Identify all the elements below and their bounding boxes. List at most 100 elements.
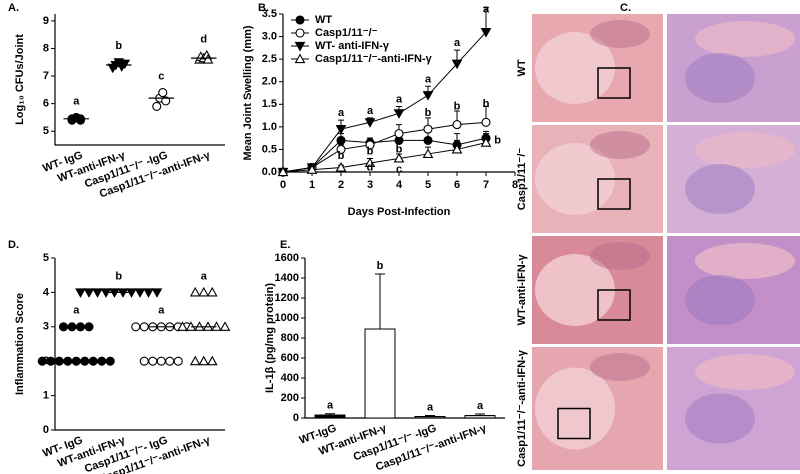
marker (294, 41, 306, 52)
marker (75, 322, 86, 332)
marker (480, 27, 492, 38)
marker (173, 356, 183, 366)
zoom-box (597, 67, 631, 99)
significance-letter: a (73, 305, 80, 317)
significance-letter: d (200, 33, 207, 45)
marker (481, 117, 491, 127)
y-tick-label: 2.0 (262, 76, 277, 88)
marker (335, 161, 347, 172)
y-tick-label: 1200 (275, 292, 299, 304)
significance-letter: a (483, 3, 490, 15)
significance-letter: b (338, 150, 345, 162)
y-tick-label: 5 (43, 252, 49, 264)
significance-letter: a (454, 37, 461, 49)
marker (75, 288, 86, 298)
marker (156, 356, 166, 366)
tissue (695, 132, 795, 168)
tissue (590, 20, 650, 48)
bar (364, 328, 396, 419)
tissue (695, 354, 795, 390)
significance-letter: a (396, 94, 403, 106)
y-tick-label: 0.5 (262, 143, 277, 155)
tissue (590, 353, 650, 381)
marker (152, 101, 162, 111)
marker (105, 356, 115, 366)
y-tick-label: 600 (281, 352, 299, 364)
axis (54, 258, 225, 431)
x-axis-label: Days Post-Infection (348, 206, 451, 218)
y-tick-label: 7 (43, 70, 49, 82)
y-tick-label: 1400 (275, 272, 299, 284)
significance-letter: a (425, 73, 432, 85)
row-label: WT-anti-IFN-γ (516, 254, 528, 326)
marker (364, 118, 376, 128)
marker (97, 356, 107, 366)
cells (685, 393, 755, 444)
bar (314, 414, 346, 419)
marker (139, 322, 149, 332)
y-tick-label: 3.5 (262, 8, 277, 20)
significance-letter: b (454, 100, 461, 112)
y-tick-label: 8 (43, 42, 49, 54)
y-axis-label: IL-1β (pg/mg protein) (264, 283, 276, 393)
y-tick-label: 400 (281, 372, 299, 384)
marker (295, 28, 305, 38)
marker (198, 286, 210, 297)
y-tick-label: 0.0 (262, 166, 277, 178)
marker (306, 164, 318, 174)
y-tick-label: 0 (43, 424, 49, 436)
legend-label: WT- anti-IFN-γ (315, 40, 390, 52)
marker (92, 288, 103, 298)
axis (304, 258, 505, 419)
marker (219, 321, 231, 331)
axis (54, 14, 225, 146)
tissue (535, 32, 615, 104)
y-axis-label: Inflammation Score (14, 293, 26, 395)
series-line (282, 121, 487, 173)
x-tick-label: 1 (309, 179, 315, 191)
marker (58, 322, 69, 332)
marker (189, 286, 201, 297)
marker (84, 322, 94, 332)
marker (165, 356, 175, 366)
significance-letter: a (338, 107, 345, 119)
significance-letter: b (494, 134, 501, 146)
y-tick-label: 3.0 (262, 30, 277, 42)
significance-letter: b (115, 270, 122, 282)
y-tick-label: 800 (281, 332, 299, 344)
marker (451, 143, 463, 154)
y-tick-label: 9 (43, 15, 49, 27)
marker (365, 140, 375, 150)
y-tick-label: 1.5 (262, 98, 277, 110)
tissue (535, 254, 615, 326)
marker (480, 137, 492, 147)
marker (423, 135, 433, 145)
marker (148, 356, 158, 366)
panel-label: D. (8, 239, 19, 251)
cells (685, 53, 755, 103)
y-axis-label: Mean Joint Swelling (mm) (242, 25, 254, 160)
marker (158, 88, 168, 98)
marker (83, 288, 95, 298)
x-tick-label: 5 (425, 179, 431, 191)
significance-letter: a (427, 401, 434, 413)
significance-letter: b (483, 98, 490, 110)
y-tick-label: 2.5 (262, 53, 277, 65)
cells (685, 275, 755, 325)
bar (414, 416, 446, 419)
significance-letter: a (477, 400, 484, 412)
series-line (282, 142, 487, 173)
significance-letter: b (367, 146, 374, 158)
significance-letter: b (115, 40, 122, 52)
marker (131, 322, 141, 332)
marker (37, 356, 47, 366)
tissue (590, 131, 650, 159)
marker (394, 129, 404, 139)
marker (336, 144, 346, 154)
x-tick-label: 8 (512, 179, 518, 191)
marker (189, 355, 201, 366)
significance-letter: c (396, 164, 402, 176)
marker (143, 288, 154, 298)
x-tick-label: 0 (280, 179, 286, 191)
